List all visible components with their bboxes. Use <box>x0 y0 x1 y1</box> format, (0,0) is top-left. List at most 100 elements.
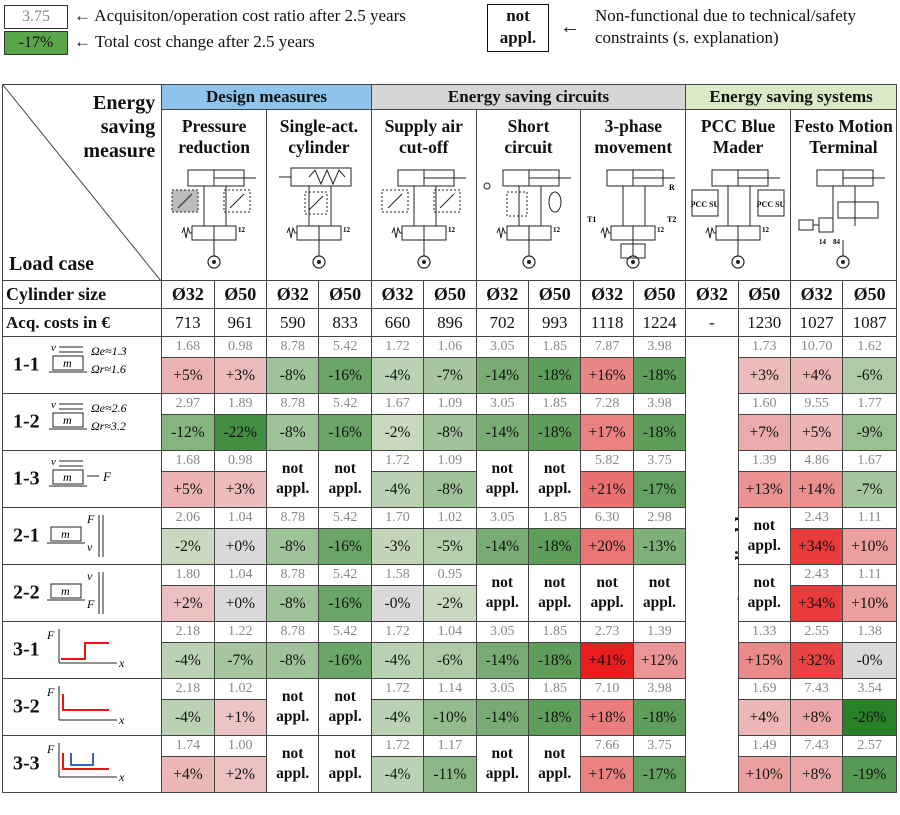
change-cell: +10% <box>842 585 897 622</box>
change-cell: +3% <box>213 357 268 394</box>
load-case-id: 3-1 <box>13 638 40 661</box>
change-cell: -4% <box>161 642 215 679</box>
corner-top-label: Energy saving measure <box>83 92 156 162</box>
acq-cost-cell: 590 <box>265 308 320 337</box>
svg-text:m: m <box>61 584 70 598</box>
measure-name: Festo Motion Terminal <box>794 116 893 157</box>
ratio-cell: 1.60 <box>737 393 791 415</box>
legend-ratio-sample: 3.75 <box>4 5 68 29</box>
load-case-symbol-2-2: m vF <box>47 569 104 614</box>
acq-cost-cell: 1118 <box>580 308 634 337</box>
not-appl-cell: not appl. <box>318 678 372 736</box>
svg-text:F: F <box>47 685 55 699</box>
svg-text:12: 12 <box>553 226 561 234</box>
cylinder-size-cell: Ø32 <box>685 280 739 309</box>
not-appl-cell: not appl. <box>265 450 320 508</box>
load-case-change-row: +5% +3% -8% -16% -4% -7% -14% -18% +16% -18% +3% +4… <box>3 357 897 394</box>
not-appl-cell: not appl. <box>265 735 320 793</box>
ratio-cell: 1.72 <box>370 336 425 358</box>
ratio-cell: 3.54 <box>842 678 897 700</box>
load-case-symbol-1-3: vm F <box>49 456 112 487</box>
change-cell: -26% <box>842 699 897 736</box>
acq-cost-cell: 1224 <box>632 308 687 337</box>
svg-text:x: x <box>118 713 125 727</box>
change-cell: -16% <box>318 585 372 622</box>
load-case-ratio-row: 1-2 v m Ωe≈2.6 Ωr≈3.2 2.97 1.89 8.78 5.42 1.67 1.0… <box>1 393 897 451</box>
ratio-cell: 1.58 <box>370 564 425 586</box>
svg-text:v: v <box>87 569 93 583</box>
acq-costs-label: Acq. costs in € <box>1 308 163 337</box>
svg-text:T2: T2 <box>667 215 676 224</box>
acq-cost-cell: 1087 <box>842 308 897 337</box>
load-case-id: 2-1 <box>13 524 40 547</box>
load-case-change-row: +4% +2% -4% -11% +17% -17% +10% +8% -19% <box>3 756 897 793</box>
ratio-cell: 1.77 <box>842 393 897 415</box>
measure-name: 3-phase movement <box>594 116 673 157</box>
ratio-cell: 1.04 <box>213 564 268 586</box>
change-cell: +2% <box>161 585 215 622</box>
load-case-symbol-3-1: Fx <box>47 628 125 670</box>
ratio-cell: 2.43 <box>789 507 844 529</box>
svg-text:v: v <box>87 540 93 554</box>
svg-text:12: 12 <box>343 226 351 234</box>
ratio-cell: 1.72 <box>370 621 425 643</box>
ratio-cell: 7.87 <box>580 336 634 358</box>
ratio-cell: 1.49 <box>737 735 791 757</box>
change-cell: -8% <box>265 585 320 622</box>
change-cell: -5% <box>423 528 477 565</box>
ratio-cell: 2.06 <box>161 507 215 529</box>
ratio-cell: 1.00 <box>213 735 268 757</box>
ratio-cell: 7.43 <box>789 735 844 757</box>
cylinder-size-cell: Ø50 <box>423 280 477 309</box>
change-cell: -13% <box>632 528 687 565</box>
svg-text:12: 12 <box>657 226 665 234</box>
change-cell: -4% <box>370 699 425 736</box>
acq-cost-cell: 660 <box>370 308 425 337</box>
cylinder-size-cell: Ø32 <box>265 280 320 309</box>
svg-text:F: F <box>47 628 55 642</box>
ratio-cell: 5.42 <box>318 621 372 643</box>
ratio-cell: 3.98 <box>632 678 687 700</box>
svg-text:v: v <box>51 456 56 468</box>
load-case-symbol-1-1: vm Ωe≈1.3 Ωr≈1.6 <box>49 342 127 376</box>
acq-cost-cell: 833 <box>318 308 372 337</box>
ratio-cell: 1.85 <box>527 621 582 643</box>
load-case-change-row: -12% -22% -8% -16% -2% -8% -14% -18% +17% -18% +7%… <box>3 414 897 451</box>
change-cell: -18% <box>527 414 582 451</box>
schematic-cutoff-icon: 12 <box>381 169 466 269</box>
ratio-cell: 2.98 <box>632 507 687 529</box>
change-cell: -14% <box>475 357 530 394</box>
svg-text:Ωe≈1.3: Ωe≈1.3 <box>91 344 127 358</box>
change-cell: -17% <box>632 471 687 508</box>
ratio-cell: 1.39 <box>632 621 687 643</box>
ratio-cell: 1.89 <box>213 393 268 415</box>
acq-cost-cell: - <box>685 308 739 337</box>
measure-header-cutoff: Supply air cut-off 12 <box>370 109 477 281</box>
cylinder-size-cell: Ø32 <box>580 280 634 309</box>
ratio-cell: 1.22 <box>213 621 268 643</box>
ratio-cell: 3.98 <box>632 336 687 358</box>
change-cell: -18% <box>527 357 582 394</box>
ratio-cell: 1.17 <box>423 735 477 757</box>
change-cell: +15% <box>737 642 791 679</box>
ratio-cell: 1.62 <box>842 336 897 358</box>
change-cell: +34% <box>789 585 844 622</box>
change-cell: +13% <box>737 471 791 508</box>
acq-cost-cell: 1027 <box>789 308 844 337</box>
ratio-cell: 8.78 <box>265 336 320 358</box>
change-cell: -3% <box>370 528 425 565</box>
legend-ratio-text: ← Acquisiton/operation cost ratio after … <box>74 6 406 25</box>
ratio-cell: 1.38 <box>842 621 897 643</box>
change-cell: -2% <box>423 585 477 622</box>
ratio-cell: 7.28 <box>580 393 634 415</box>
svg-text:14: 14 <box>819 238 827 246</box>
svg-text:m: m <box>63 413 72 427</box>
ratio-cell: 1.04 <box>213 507 268 529</box>
ratio-cell: 1.85 <box>527 336 582 358</box>
ratio-cell: 7.10 <box>580 678 634 700</box>
svg-text:m: m <box>61 527 70 541</box>
ratio-cell: 1.68 <box>161 450 215 472</box>
svg-text:12: 12 <box>238 226 246 234</box>
